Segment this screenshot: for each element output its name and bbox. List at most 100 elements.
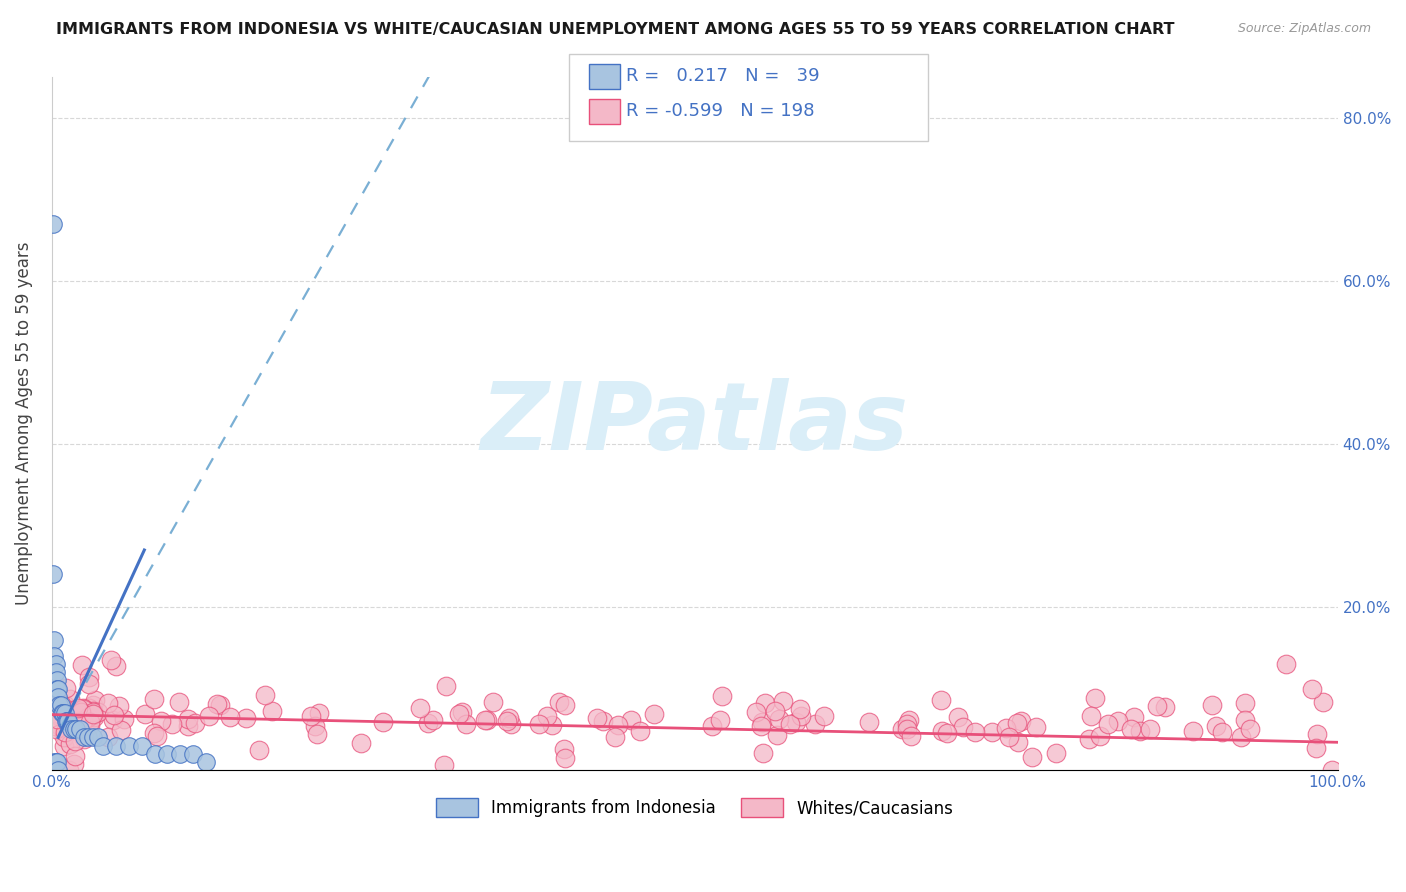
Point [48, 709, 70, 723]
Point [97, 697, 120, 711]
Point [896, 717, 918, 731]
Point [62, 723, 84, 737]
Point [97, 730, 120, 744]
Point [643, 706, 665, 721]
Point [65, 708, 87, 723]
Point [72, 706, 94, 720]
Point [42, 217, 65, 231]
Point [82, 707, 104, 722]
Point [980, 725, 1002, 739]
Point [156, 747, 179, 761]
Point [1078, 731, 1101, 746]
Point [51, 706, 73, 720]
Point [107, 698, 129, 713]
Point [72, 702, 94, 716]
Point [541, 718, 564, 732]
Point [149, 714, 172, 729]
Point [1007, 734, 1029, 748]
Point [76, 710, 98, 724]
Point [46, 763, 69, 777]
Point [371, 714, 394, 729]
Point [58, 763, 80, 777]
Point [51, 697, 73, 711]
Point [1182, 723, 1205, 738]
Point [55, 714, 77, 728]
Point [77, 670, 100, 684]
Point [1021, 749, 1043, 764]
Point [48, 698, 70, 712]
Point [42, 719, 65, 733]
Point [751, 714, 773, 729]
Point [44, 648, 66, 663]
Point [63, 734, 86, 748]
Text: IMMIGRANTS FROM INDONESIA VS WHITE/CAUCASIAN UNEMPLOYMENT AMONG AGES 55 TO 59 YE: IMMIGRANTS FROM INDONESIA VS WHITE/CAUCA… [56, 22, 1175, 37]
Point [45, 673, 67, 688]
Point [76, 731, 98, 745]
Point [53, 710, 76, 724]
Point [58, 714, 80, 728]
Point [1305, 741, 1327, 756]
Point [749, 718, 772, 732]
Point [67, 714, 90, 728]
Point [52, 704, 75, 718]
Point [605, 730, 627, 744]
Point [70, 657, 93, 672]
Point [1080, 709, 1102, 723]
Point [49, 705, 72, 719]
Point [82, 704, 104, 718]
Point [46, 681, 69, 696]
Point [308, 706, 330, 720]
Point [235, 711, 257, 725]
Point [44, 699, 66, 714]
Point [1312, 695, 1334, 709]
Point [73, 702, 96, 716]
Point [785, 714, 807, 729]
Point [779, 717, 801, 731]
Point [134, 707, 156, 722]
Point [195, 755, 218, 769]
Y-axis label: Unemployment Among Ages 55 to 59 years: Unemployment Among Ages 55 to 59 years [15, 242, 32, 606]
Point [586, 711, 609, 725]
Text: R = -0.599   N = 198: R = -0.599 N = 198 [626, 102, 814, 120]
Point [501, 716, 523, 731]
Point [53, 706, 76, 720]
Point [745, 705, 768, 719]
Point [1005, 715, 1028, 730]
Point [105, 658, 128, 673]
Point [454, 716, 477, 731]
Point [100, 653, 122, 667]
Point [1275, 657, 1298, 671]
Point [752, 746, 775, 760]
Point [59, 710, 82, 724]
Point [305, 727, 328, 741]
Point [118, 739, 141, 753]
Point [103, 708, 125, 723]
Point [62, 709, 84, 723]
Point [82, 698, 104, 713]
Point [592, 714, 614, 728]
Point [83, 710, 105, 724]
Point [1107, 714, 1129, 729]
Point [1230, 731, 1253, 745]
Point [1320, 763, 1343, 777]
Point [62, 709, 84, 723]
Point [709, 713, 731, 727]
Point [79, 714, 101, 729]
Point [948, 710, 970, 724]
Point [82, 731, 104, 745]
Point [897, 713, 920, 727]
Point [813, 709, 835, 723]
Point [1146, 698, 1168, 713]
Legend: Immigrants from Indonesia, Whites/Caucasians: Immigrants from Indonesia, Whites/Caucas… [430, 791, 960, 824]
Point [803, 717, 825, 731]
Point [1154, 700, 1177, 714]
Point [87, 731, 110, 745]
Point [142, 725, 165, 739]
Point [77, 700, 100, 714]
Point [931, 724, 953, 739]
Point [184, 715, 207, 730]
Point [65, 706, 87, 720]
Point [496, 714, 519, 729]
Point [44, 706, 66, 720]
Point [44, 755, 66, 769]
